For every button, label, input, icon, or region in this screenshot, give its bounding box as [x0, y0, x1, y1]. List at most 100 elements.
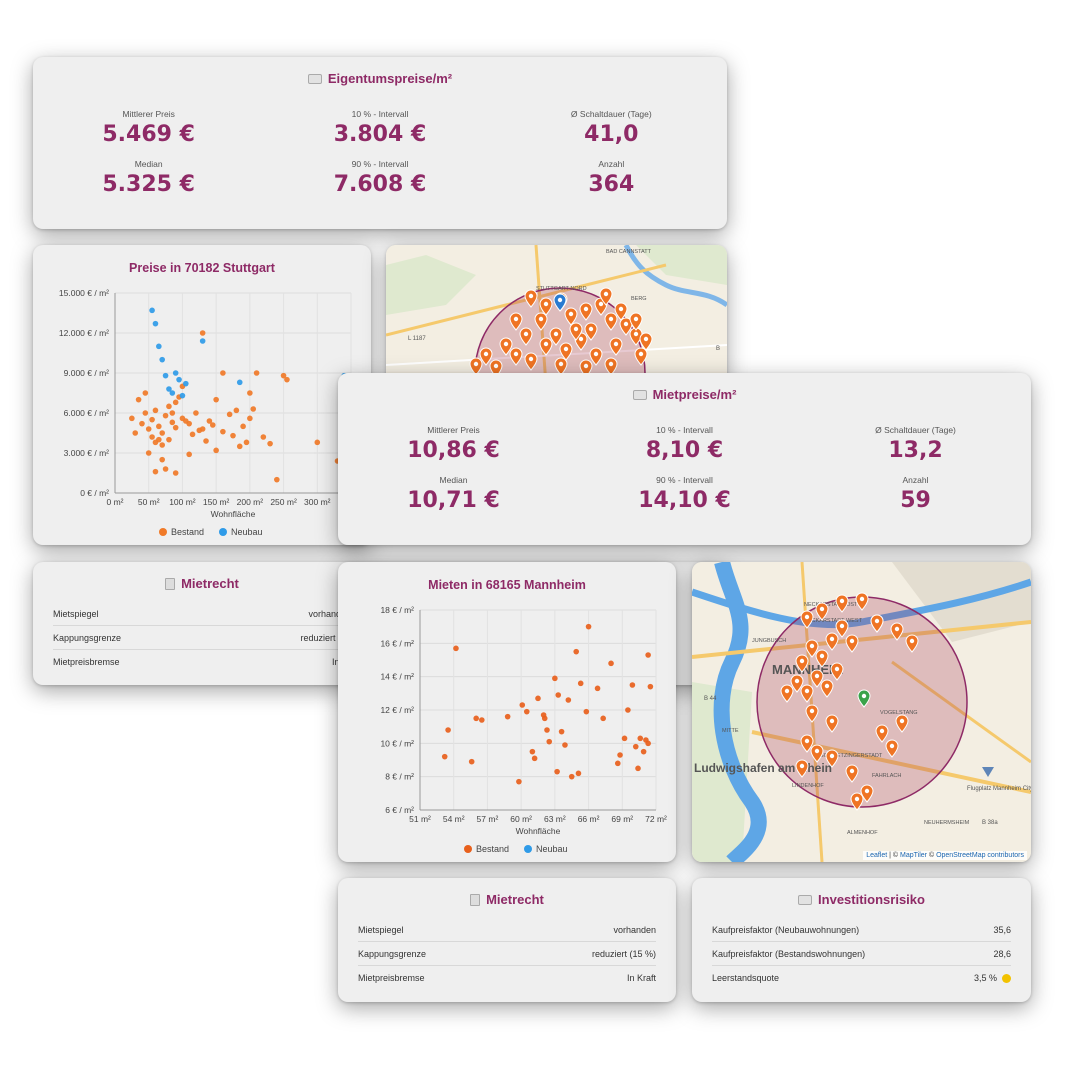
legend-marker: [219, 528, 227, 536]
map-label: B 38a: [982, 820, 998, 826]
stuttgart-map[interactable]: BAD CANNSTATT STUTTGART-NORD BERG L 1187 B: [386, 245, 727, 385]
map-marker-icon: [564, 307, 578, 326]
map-marker-icon: [860, 784, 874, 803]
map-marker-icon: [549, 327, 563, 346]
maptiler-link[interactable]: MapTiler: [900, 852, 927, 859]
map-marker-icon: [835, 594, 849, 613]
data-point: [629, 682, 636, 688]
x-tick-label: 57 m²: [477, 814, 499, 824]
data-point: [156, 423, 162, 430]
book-icon: [470, 893, 481, 906]
y-tick-label: 6.000 € / m²: [64, 408, 110, 418]
data-point: [617, 752, 623, 758]
kv-row: Kappungsgrenze reduziert (15 %): [358, 942, 656, 966]
eigentum-title: Eigentumspreise/m²: [33, 71, 727, 86]
data-point: [635, 765, 641, 772]
osm-link[interactable]: OpenStreetMap contributors: [936, 852, 1024, 859]
kv-row: Kappungsgrenze reduziert (15: [53, 626, 351, 650]
status-indicator-icon: [1002, 973, 1011, 983]
map-label: ALMENHOF: [847, 830, 878, 836]
data-point: [156, 343, 162, 350]
mannheim-map-card[interactable]: NECKARSTADT-OST NECKARSTADT-WEST JUNGBUSCH…: [692, 562, 1031, 862]
y-tick-label: 8 € / m²: [385, 772, 414, 782]
legend-marker: [159, 528, 167, 536]
map-marker-icon: [810, 669, 824, 688]
data-point: [504, 713, 511, 720]
data-point: [162, 412, 169, 419]
y-tick-label: 0 € / m²: [80, 488, 109, 498]
mietrecht-front-card: Mietrecht Mietspiegel vorhanden Kappungsg…: [338, 878, 676, 1002]
data-point: [152, 320, 159, 327]
x-tick-label: 100 m²: [169, 497, 196, 507]
x-tick-label: 250 m²: [270, 497, 297, 507]
x-tick-label: 50 m²: [138, 497, 160, 507]
data-point: [250, 406, 257, 412]
data-point: [558, 728, 565, 735]
stat-10-intervall: 10 % - Intervall 3.804 €: [333, 109, 427, 147]
map-marker-icon: [875, 724, 889, 743]
data-point: [546, 738, 553, 745]
data-point: [183, 418, 189, 424]
data-point: [535, 695, 541, 702]
data-point: [220, 370, 226, 376]
x-tick-label: 150 m²: [203, 497, 230, 507]
data-point: [280, 372, 287, 379]
data-point: [260, 434, 267, 440]
data-point: [575, 770, 582, 777]
data-point: [196, 427, 203, 434]
map-marker-icon: [815, 602, 829, 621]
data-point: [568, 773, 575, 780]
data-point: [640, 748, 647, 755]
data-point: [637, 735, 644, 742]
x-tick-label: 60 m²: [510, 814, 532, 824]
map-label: BERG: [631, 296, 647, 302]
map-marker-icon: [855, 592, 869, 611]
book-icon: [165, 577, 176, 590]
map-label: L 1187: [408, 336, 426, 342]
x-tick-label: 69 m²: [611, 814, 633, 824]
map-marker-icon: [614, 302, 628, 321]
map-marker-icon: [810, 744, 824, 763]
money-icon: [632, 389, 647, 400]
map-label: JUNGBUSCH: [752, 638, 786, 644]
data-point: [162, 466, 169, 472]
data-point: [247, 415, 253, 422]
data-point: [159, 442, 165, 448]
data-point: [621, 735, 628, 742]
data-point: [236, 443, 243, 450]
data-point: [139, 420, 145, 427]
rhein-river: [713, 562, 767, 862]
investition-title: Investitionsrisiko: [692, 892, 1031, 907]
map-marker-icon: [519, 327, 533, 346]
data-point: [243, 439, 250, 446]
map-marker-icon: [850, 792, 864, 811]
leaflet-link[interactable]: Leaflet: [866, 852, 888, 859]
data-point: [445, 727, 451, 733]
data-point: [645, 652, 651, 658]
data-point: [172, 424, 179, 431]
mannheim-map[interactable]: NECKARSTADT-OST NECKARSTADT-WEST JUNGBUSCH…: [692, 562, 1031, 862]
data-point: [149, 434, 155, 440]
data-point: [145, 450, 152, 456]
data-point: [473, 715, 479, 722]
data-point: [233, 407, 240, 414]
data-point: [565, 697, 572, 703]
stuttgart-map-card[interactable]: BAD CANNSTATT STUTTGART-NORD BERG L 1187 B: [386, 245, 727, 385]
map-label: NECKARSTADT-WEST: [804, 618, 863, 624]
map-marker-icon: [553, 293, 567, 312]
map-marker-icon: [579, 302, 593, 321]
data-point: [189, 431, 196, 438]
y-tick-label: 6 € / m²: [385, 805, 414, 815]
data-point: [555, 692, 562, 698]
data-point: [614, 760, 621, 767]
data-point: [594, 685, 601, 692]
y-tick-label: 15.000 € / m²: [59, 288, 109, 298]
map-marker-icon: [539, 337, 553, 356]
map-attribution: Leaflet | © MapTiler © OpenStreetMap con…: [863, 851, 1027, 860]
data-point: [176, 376, 182, 383]
neckar-river: [692, 578, 1031, 629]
legend-marker: [524, 845, 532, 853]
map-label: Flugplatz Mannheim City: [967, 786, 1031, 792]
data-point: [253, 370, 260, 376]
data-point: [274, 476, 280, 483]
